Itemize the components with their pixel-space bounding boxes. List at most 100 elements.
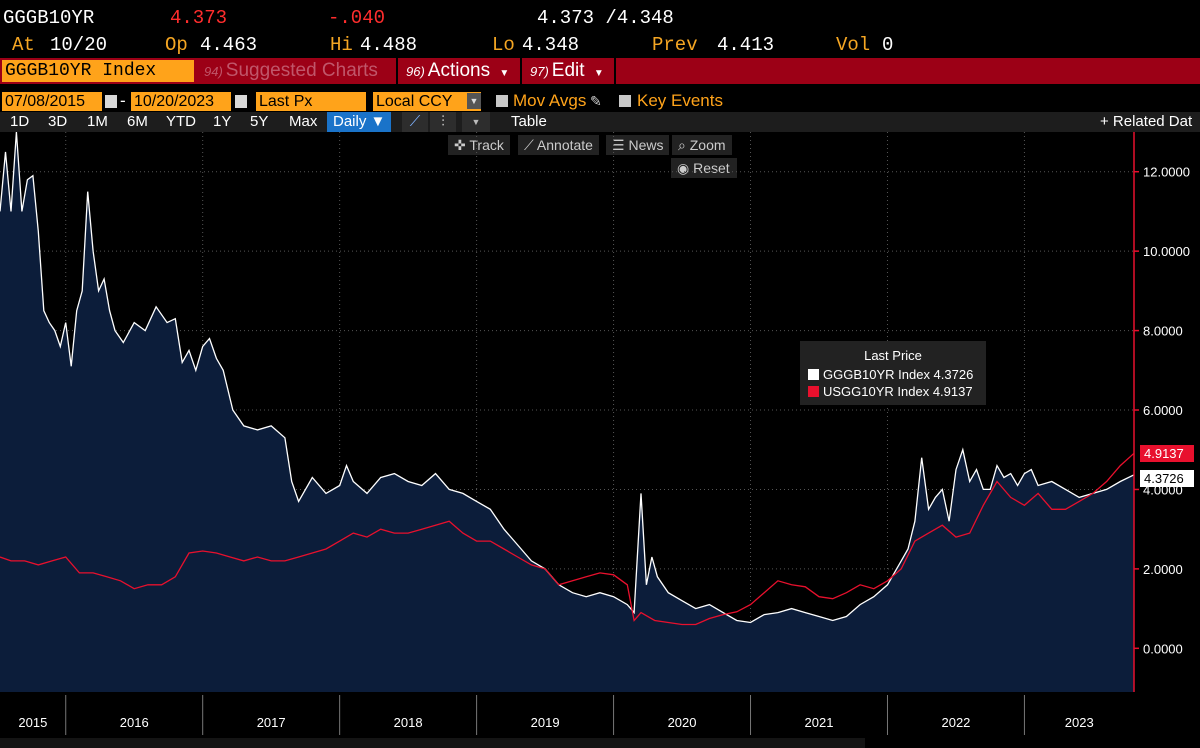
related-data-button[interactable]: + Related Dat: [1100, 112, 1193, 132]
chart-controls: 07/08/2015 - 10/20/2023 Last Px Local CC…: [0, 90, 1200, 112]
security-field[interactable]: GGGB10YR Index: [2, 60, 194, 82]
range-3d[interactable]: 3D: [48, 113, 68, 130]
y-tick-label: 8.0000: [1143, 324, 1183, 339]
prev-value: 4.413: [717, 34, 775, 56]
line-chart-icon[interactable]: ⟋: [402, 112, 428, 132]
horizontal-scrollbar[interactable]: [0, 738, 865, 748]
actions-menu[interactable]: 96) Actions ▼: [406, 60, 509, 82]
y-tick-label: 6.0000: [1143, 403, 1183, 418]
zoom-label: Zoom: [689, 137, 726, 153]
track-icon: ✜: [454, 137, 470, 153]
edit-label: Edit: [551, 60, 585, 81]
mov-avgs-checkbox[interactable]: [496, 95, 508, 107]
edit-number: 97): [530, 64, 549, 79]
last-value-gggb10yr: 4.3726: [1140, 469, 1194, 487]
reset-button[interactable]: ◉ Reset: [671, 158, 737, 178]
news-button[interactable]: ☰ News: [606, 135, 670, 155]
frequency-select[interactable]: Daily ▼: [327, 112, 392, 132]
annotate-label: Annotate: [536, 137, 593, 153]
actions-dropdown-icon: ▼: [499, 68, 510, 79]
ticker-symbol: GGGB10YR: [3, 7, 95, 29]
x-tick-label: 2016: [120, 715, 149, 730]
open-label: Op: [165, 34, 188, 56]
bid-ask: 4.373 /4.348: [537, 7, 674, 29]
chart-legend: Last Price GGGB10YR Index 4.3726 USGG10Y…: [800, 341, 986, 405]
edit-dropdown-icon: ▼: [593, 68, 604, 79]
mov-avgs-label: Mov Avgs: [513, 91, 587, 110]
menu-divider: [614, 58, 616, 84]
actions-label: Actions: [427, 60, 491, 81]
start-calendar-icon[interactable]: [105, 95, 117, 108]
gggb10yr-area: [0, 132, 1134, 692]
x-tick-label: 2023: [1065, 715, 1094, 730]
field-select[interactable]: Last Px: [256, 92, 366, 111]
x-tick-label: 2022: [941, 715, 970, 730]
y-tick-label: 10.0000: [1143, 244, 1190, 259]
yield-chart[interactable]: 0.00002.00004.00006.00008.000010.000012.…: [0, 132, 1200, 748]
low-label: Lo: [492, 34, 515, 56]
zoom-icon: ⌕: [678, 137, 690, 153]
legend-entry-usgg10yr: USGG10YR Index 4.9137: [808, 384, 973, 399]
actions-number: 96): [406, 64, 425, 79]
y-tick-label: 0.0000: [1143, 641, 1183, 656]
start-date-input[interactable]: 07/08/2015: [2, 92, 102, 111]
volume-value: 0: [882, 34, 894, 56]
end-calendar-icon[interactable]: [235, 95, 247, 108]
zoom-button[interactable]: ⌕ Zoom: [672, 135, 732, 155]
range-5y[interactable]: 5Y: [250, 113, 269, 130]
bar-chart-icon[interactable]: ⫶: [430, 112, 456, 132]
last-price: 4.373: [170, 7, 228, 29]
suggested-charts-menu[interactable]: 94) Suggested Charts: [204, 60, 378, 82]
suggested-charts-number: 94): [204, 64, 223, 79]
date-separator: -: [120, 91, 126, 110]
x-tick-label: 2018: [394, 715, 423, 730]
key-events-checkbox[interactable]: [619, 95, 631, 107]
annotate-button[interactable]: ⟋ Annotate: [518, 135, 599, 155]
range-ytd[interactable]: YTD: [166, 113, 196, 130]
menu-divider: [396, 58, 398, 84]
range-1d[interactable]: 1D: [10, 113, 30, 130]
range-1y[interactable]: 1Y: [213, 113, 232, 130]
legend-entry-gggb10yr: GGGB10YR Index 4.3726: [808, 367, 973, 382]
quote-header: GGGB10YR 4.373 -.040 4.373 /4.348 At 10/…: [0, 0, 1200, 58]
high-label: Hi: [330, 34, 353, 56]
legend-swatch-red: [808, 386, 819, 397]
range-6m[interactable]: 6M: [127, 113, 148, 130]
title-bar: GGGB10YR Index 94) Suggested Charts 96) Ac…: [0, 58, 1200, 84]
usgg10yr-line: [0, 452, 1135, 626]
y-tick-label: 12.0000: [1143, 165, 1190, 180]
x-tick-label: 2017: [257, 715, 286, 730]
end-date-input[interactable]: 10/20/2023: [131, 92, 231, 111]
last-value-usgg10yr: 4.9137: [1140, 445, 1194, 463]
volume-label: Vol: [836, 34, 871, 56]
x-axis: 2015 2016 2017 2018 2019 2020 2021 2022 2023: [18, 695, 1094, 735]
table-button[interactable]: Table: [511, 113, 547, 130]
legend-label-usgg10yr: USGG10YR Index 4.9137: [823, 384, 973, 399]
edit-menu[interactable]: 97) Edit ▼: [530, 60, 604, 82]
prev-label: Prev: [652, 34, 698, 56]
x-tick-label: 2020: [668, 715, 697, 730]
legend-label-gggb10yr: GGGB10YR Index 4.3726: [823, 367, 974, 382]
range-1m[interactable]: 1M: [87, 113, 108, 130]
track-label: Track: [469, 137, 504, 153]
at-value: 10/20: [50, 34, 108, 56]
at-label: At: [12, 34, 35, 56]
news-icon: ☰: [612, 137, 629, 153]
news-label: News: [628, 137, 664, 153]
currency-dropdown-icon[interactable]: ▼: [467, 93, 481, 109]
y-axis: 0.00002.00004.00006.00008.000010.000012.…: [1134, 165, 1190, 656]
net-change: -.040: [328, 7, 386, 29]
x-tick-label: 2019: [531, 715, 560, 730]
range-max[interactable]: Max: [289, 113, 318, 130]
chart-type-dropdown-icon[interactable]: ▼: [462, 112, 490, 132]
key-events-label: Key Events: [637, 91, 723, 110]
pencil-icon[interactable]: ✎: [590, 93, 602, 109]
track-button[interactable]: ✜ Track: [448, 135, 510, 155]
x-tick-label: 2015: [18, 715, 47, 730]
currency-select[interactable]: Local CCY: [373, 92, 481, 111]
high-value: 4.488: [360, 34, 418, 56]
legend-title: Last Price: [864, 348, 922, 363]
legend-swatch-white: [808, 369, 819, 380]
y-tick-label: 2.0000: [1143, 562, 1183, 577]
x-tick-label: 2021: [805, 715, 834, 730]
